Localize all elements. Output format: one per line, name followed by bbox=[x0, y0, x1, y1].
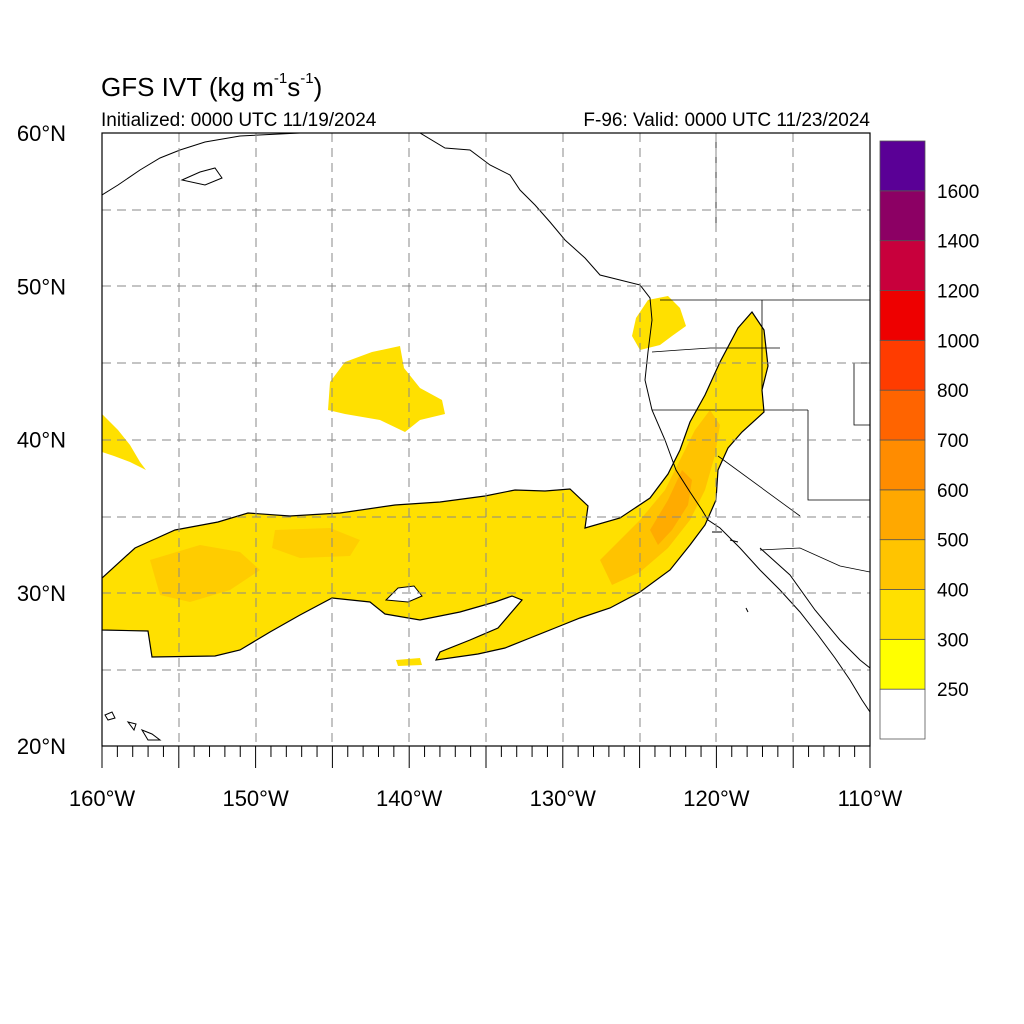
colorbar-label-5: 700 bbox=[937, 431, 969, 452]
initialized-label: Initialized: 0000 UTC 11/19/2024 bbox=[101, 110, 377, 131]
colorbar-swatch-9 bbox=[879, 240, 926, 291]
colorbar-label-4: 600 bbox=[937, 481, 969, 502]
nevada-border bbox=[717, 455, 801, 517]
idaho-border bbox=[761, 300, 870, 501]
colorbar-swatch-6 bbox=[879, 389, 926, 441]
colorbar-label-8: 1200 bbox=[937, 282, 979, 303]
lat-label-3: 30°N bbox=[17, 581, 66, 606]
colorbar-swatch-5 bbox=[879, 439, 926, 491]
hawaii-island-2 bbox=[126, 721, 162, 741]
colorbar-label-1: 300 bbox=[937, 630, 969, 651]
lon-label-1: 150°W bbox=[222, 786, 289, 811]
ivt-contour-400c bbox=[600, 410, 720, 585]
colorbar-swatch-2 bbox=[879, 589, 926, 640]
lon-label-3: 130°W bbox=[530, 786, 597, 811]
lon-label-2: 140°W bbox=[376, 786, 443, 811]
us-mexico-border bbox=[759, 547, 870, 573]
lat-label-2: 40°N bbox=[17, 428, 66, 453]
oregon-washington-border bbox=[651, 347, 780, 353]
colorbar: 250 300 400 500 600 700 800 1000 1200 1400 1600 bbox=[879, 140, 979, 740]
colorbar-label-0: 250 bbox=[937, 680, 969, 701]
colorbar-label-9: 1400 bbox=[937, 232, 979, 253]
aleutian-islands bbox=[180, 167, 223, 186]
lat-label-4: 20°N bbox=[17, 734, 66, 759]
lon-label-4: 120°W bbox=[683, 786, 750, 811]
colorbar-swatch-4 bbox=[879, 489, 926, 541]
colorbar-label-6: 800 bbox=[937, 381, 969, 402]
ivt-contour-400 bbox=[150, 545, 260, 602]
colorbar-swatch-3 bbox=[879, 539, 926, 590]
lat-label-0: 60°N bbox=[17, 121, 66, 146]
lon-label-5: 110°W bbox=[838, 786, 903, 811]
colorbar-swatch-8 bbox=[879, 290, 926, 341]
ivt-field bbox=[102, 296, 769, 666]
hawaii-island bbox=[104, 711, 116, 721]
axis-ticks bbox=[101, 746, 871, 768]
axis-labels: 160°W 150°W 140°W 130°W 120°W 110°W 60°N 50°N 40… bbox=[17, 121, 903, 811]
valid-time-label: F-96: Valid: 0000 UTC 11/23/2024 bbox=[583, 110, 870, 131]
colorbar-label-7: 1000 bbox=[937, 331, 979, 352]
colorbar-label-10: 1600 bbox=[937, 182, 979, 203]
ivt-hole bbox=[384, 585, 423, 603]
gridlines bbox=[102, 133, 870, 746]
ivt-contour-500 bbox=[650, 470, 692, 545]
colorbar-swatch-1 bbox=[879, 638, 926, 690]
ivt-contour-400b bbox=[272, 528, 360, 558]
colorbar-swatch-10 bbox=[879, 190, 926, 242]
colorbar-label-3: 500 bbox=[937, 531, 969, 552]
coastlines bbox=[102, 133, 870, 741]
ivt-blob-northeast-pacific bbox=[328, 346, 445, 432]
lon-label-0: 160°W bbox=[69, 786, 136, 811]
mexico-gulf-coast bbox=[759, 547, 870, 669]
lat-label-1: 50°N bbox=[17, 274, 66, 299]
colorbar-label-2: 400 bbox=[937, 581, 969, 602]
ivt-contour-250 bbox=[102, 311, 769, 661]
channel-islands bbox=[712, 531, 749, 613]
colorbar-swatch-11 bbox=[879, 140, 926, 192]
colorbar-swatch-0 bbox=[879, 688, 926, 740]
colorbar-swatch-7 bbox=[879, 339, 926, 391]
ivt-blob-washington bbox=[632, 296, 686, 350]
map-title: GFS IVT (kg m-1s-1) bbox=[101, 70, 323, 102]
ivt-blob-west bbox=[102, 414, 146, 470]
